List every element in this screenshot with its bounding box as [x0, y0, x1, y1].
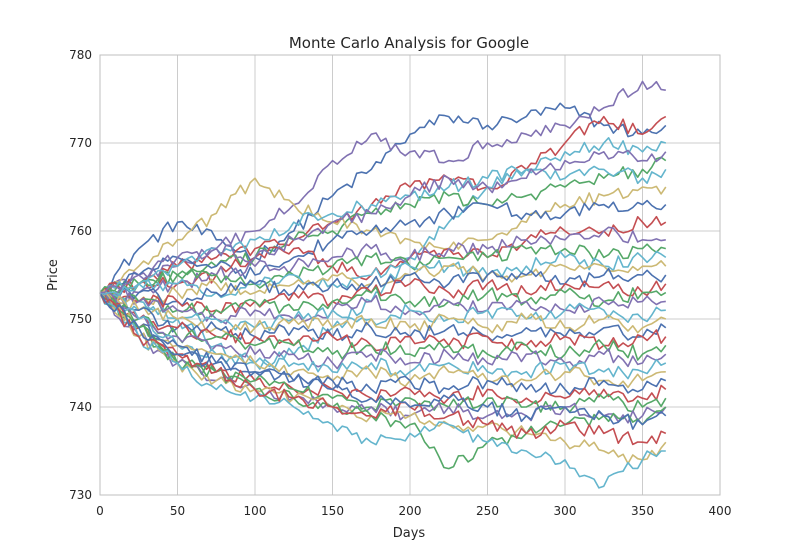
simulation-path-34	[99, 165, 667, 296]
simulation-path-24	[99, 291, 666, 389]
x-tick-label: 100	[244, 504, 267, 518]
simulation-path-32	[99, 292, 667, 446]
simulation-path-7	[99, 199, 667, 294]
simulation-path-14	[99, 278, 667, 315]
simulation-path-33	[99, 292, 667, 430]
x-tick-label: 200	[399, 504, 422, 518]
y-axis-title: Price	[46, 259, 61, 291]
chart-title: Monte Carlo Analysis for Google	[289, 34, 529, 52]
simulation-path-35	[99, 149, 667, 294]
y-tick-label: 770	[69, 136, 92, 150]
x-tick-label: 150	[321, 504, 344, 518]
x-tick-labels: 0 50 100 150 200 250 300 350 400	[96, 504, 731, 518]
simulation-path-11	[99, 250, 667, 299]
y-tick-label: 780	[69, 48, 92, 62]
simulation-path-31	[99, 292, 666, 489]
simulation-path-10	[99, 243, 666, 294]
x-axis-title: Days	[393, 526, 426, 541]
x-tick-label: 400	[709, 504, 732, 518]
simulation-path-6	[99, 177, 667, 294]
simulation-path-29	[99, 290, 667, 465]
x-tick-label: 0	[96, 504, 104, 518]
simulation-path-19	[99, 292, 667, 342]
x-tick-label: 300	[554, 504, 577, 518]
simulation-path-18	[99, 291, 667, 334]
simulation-path-4	[99, 137, 667, 368]
simulation-path-22	[99, 291, 667, 370]
y-tick-labels: 730 740 750 760 770 780	[69, 48, 92, 502]
y-tick-label: 730	[69, 488, 92, 502]
simulation-path-13	[99, 267, 667, 307]
simulation-path-5	[99, 156, 667, 297]
simulation-path-21	[99, 292, 667, 361]
y-tick-label: 760	[69, 224, 92, 238]
simulation-path-2	[99, 80, 666, 297]
simulation-path-15	[99, 286, 667, 318]
y-tick-label: 750	[69, 312, 92, 326]
x-tick-label: 50	[170, 504, 185, 518]
y-tick-label: 740	[69, 400, 92, 414]
plot-frame	[99, 54, 721, 496]
simulation-path-1	[99, 102, 667, 295]
x-tick-label: 350	[631, 504, 654, 518]
simulation-path-17	[99, 292, 666, 332]
series-layer	[99, 80, 667, 489]
simulation-path-9	[99, 226, 666, 300]
simulation-path-16	[99, 292, 666, 325]
x-tick-label: 250	[476, 504, 499, 518]
